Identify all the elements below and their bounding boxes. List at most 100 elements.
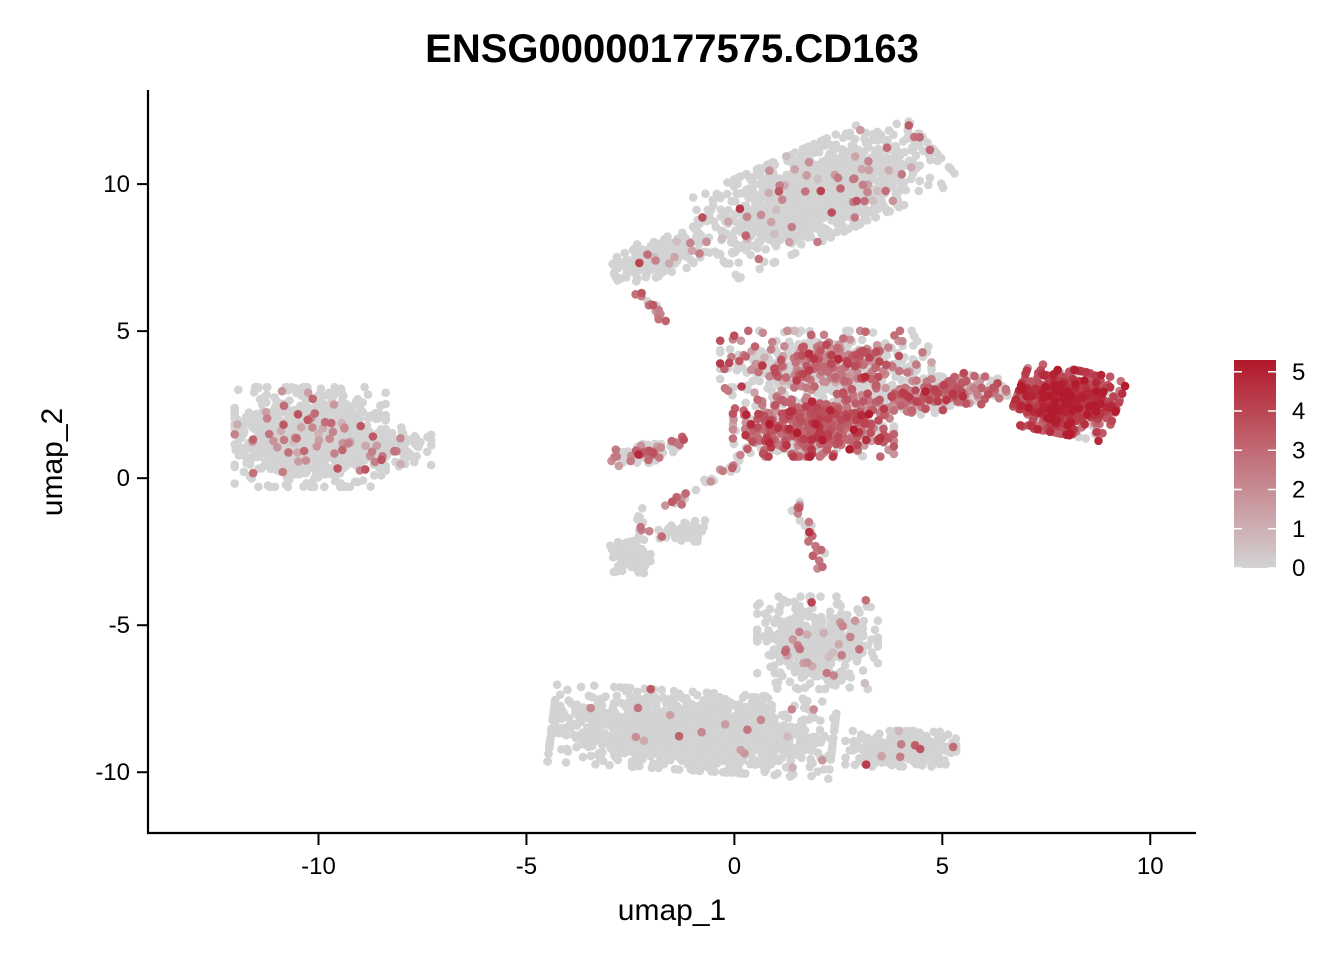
scatter-point [258,422,268,431]
scatter-point [830,154,839,163]
scatter-point [610,258,619,268]
scatter-point [904,156,914,165]
scatter-point [850,134,860,144]
scatter-point [554,728,564,738]
scatter-point [779,212,789,221]
scatter-point [399,444,409,453]
scatter-point [839,227,849,236]
scatter-point [892,119,901,129]
scatter-point [855,220,865,229]
scatter-point [762,203,771,212]
scatter-point [770,160,780,169]
scatter-point [646,751,655,761]
scatter-point [552,680,562,689]
scatter-point [363,390,373,399]
scatter-point [794,212,804,221]
scatter-point [610,682,619,692]
scatter-point [727,247,737,257]
chart-title: ENSG00000177575.CD163 [425,27,919,71]
scatter-point [376,401,385,411]
scatter-point [752,352,762,361]
scatter-point [914,140,924,150]
scatter-point [288,469,298,479]
scatter-point [265,458,275,467]
scatter-point [938,183,948,193]
scatter-point [715,345,725,355]
scatter-point [234,385,243,395]
scatter-point [807,149,817,158]
scatter-point [755,264,764,274]
scatter-point [784,191,793,200]
scatter-point [681,532,691,542]
scatter-point [798,694,808,703]
scatter-point [230,440,239,449]
scatter-point [605,760,614,770]
scatter-point [387,428,397,438]
scatter-point [414,442,423,452]
scatter-point [732,365,742,375]
scatter-point [755,224,765,234]
scatter-point [683,252,692,262]
scatter-point [827,199,837,209]
scatter-point [345,482,355,492]
scatter-point [576,682,586,692]
scatter-point [842,147,851,157]
scatter-point [747,241,757,250]
scatter-point [735,700,744,709]
scatter-point [751,193,760,203]
scatter-point [692,205,701,215]
scatter-point [878,200,888,210]
scatter-point [901,185,911,195]
scatter-point [422,447,432,457]
scatter-point [613,755,623,765]
scatter-point [1081,434,1091,443]
scatter-point [253,382,263,392]
scatter-point [838,133,848,143]
scatter-point [629,244,639,254]
scatter-point [633,265,643,274]
scatter-point [834,212,843,221]
scatter-point [727,197,736,206]
scatter-point [566,699,576,708]
scatter-point [320,482,329,492]
scatter-point [381,414,391,423]
scatter-point [353,453,363,463]
scatter-point [873,136,883,145]
scatter-point [870,146,880,156]
scatter-point [788,200,797,209]
scatter-point [622,559,632,568]
scatter-point [620,248,629,258]
scatter-point [800,195,809,204]
scatter-point [845,128,855,138]
scatter-point [924,180,933,190]
scatter-point [230,479,239,488]
scatter-point [705,248,714,257]
scatter-point [884,156,893,165]
scatter-point [834,201,843,210]
scatter-point [689,258,698,268]
scatter-point [564,714,574,723]
scatter-point [262,382,272,392]
scatter-point [360,382,369,392]
scatter-point [317,461,326,471]
scatter-point [906,174,916,184]
scatter-point [701,189,710,199]
scatter-point [287,382,297,392]
scatter-point [797,178,807,187]
scatter-point [561,758,571,767]
scatter-point [358,476,368,485]
scatter-point [814,224,823,234]
scatter-point [909,331,919,341]
scatter-point [624,255,634,265]
scatter-point [693,690,702,700]
scatter-point [357,406,367,416]
scatter-point [230,462,239,472]
scatter-point [753,200,763,210]
scatter-point [373,414,383,423]
scatter-point [802,208,811,218]
scatter-point [914,186,924,196]
scatter-point [734,258,743,267]
scatter-point [783,713,793,723]
scatter-point [642,270,651,279]
